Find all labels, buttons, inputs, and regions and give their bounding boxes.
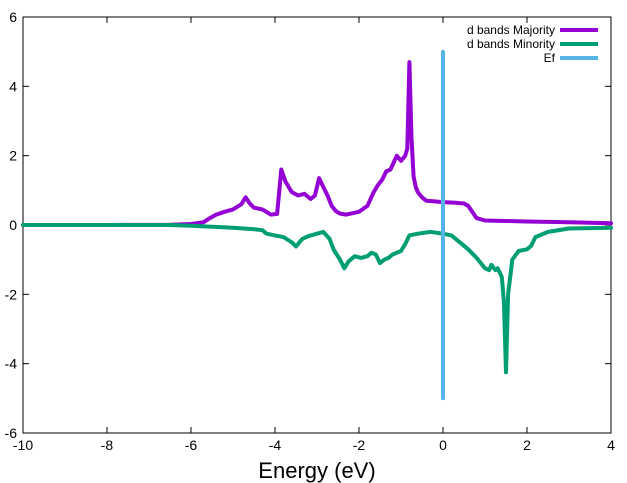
x-tick-label: -10 — [13, 437, 33, 453]
y-tick-label: -4 — [5, 356, 18, 372]
y-tick-label: 4 — [9, 78, 17, 94]
legend-label: d bands Majority — [467, 23, 555, 37]
legend-label: Ef — [544, 51, 556, 65]
legend-label: d bands Minority — [467, 37, 555, 51]
y-tick-label: 2 — [9, 148, 17, 164]
x-tick-label: -2 — [353, 437, 366, 453]
x-axis-title: Energy (eV) — [258, 458, 375, 483]
x-tick-label: -4 — [269, 437, 282, 453]
y-tick-label: 0 — [9, 217, 17, 233]
y-tick-label: -2 — [5, 286, 18, 302]
series-line-1 — [21, 223, 613, 375]
x-tick-label: 0 — [439, 437, 447, 453]
x-tick-label: -8 — [101, 437, 114, 453]
series-lines — [21, 49, 613, 401]
series-line-0 — [21, 60, 613, 227]
x-tick-label: 2 — [523, 437, 531, 453]
axis-ticks: -10 -8 -6 -4 -2 0 2 4 -6 -4 -2 0 2 4 6 — [5, 9, 616, 453]
x-tick-label: 4 — [607, 437, 615, 453]
x-tick-label: -6 — [185, 437, 198, 453]
y-tick-label: 6 — [9, 9, 17, 25]
y-tick-label: -6 — [5, 425, 18, 441]
